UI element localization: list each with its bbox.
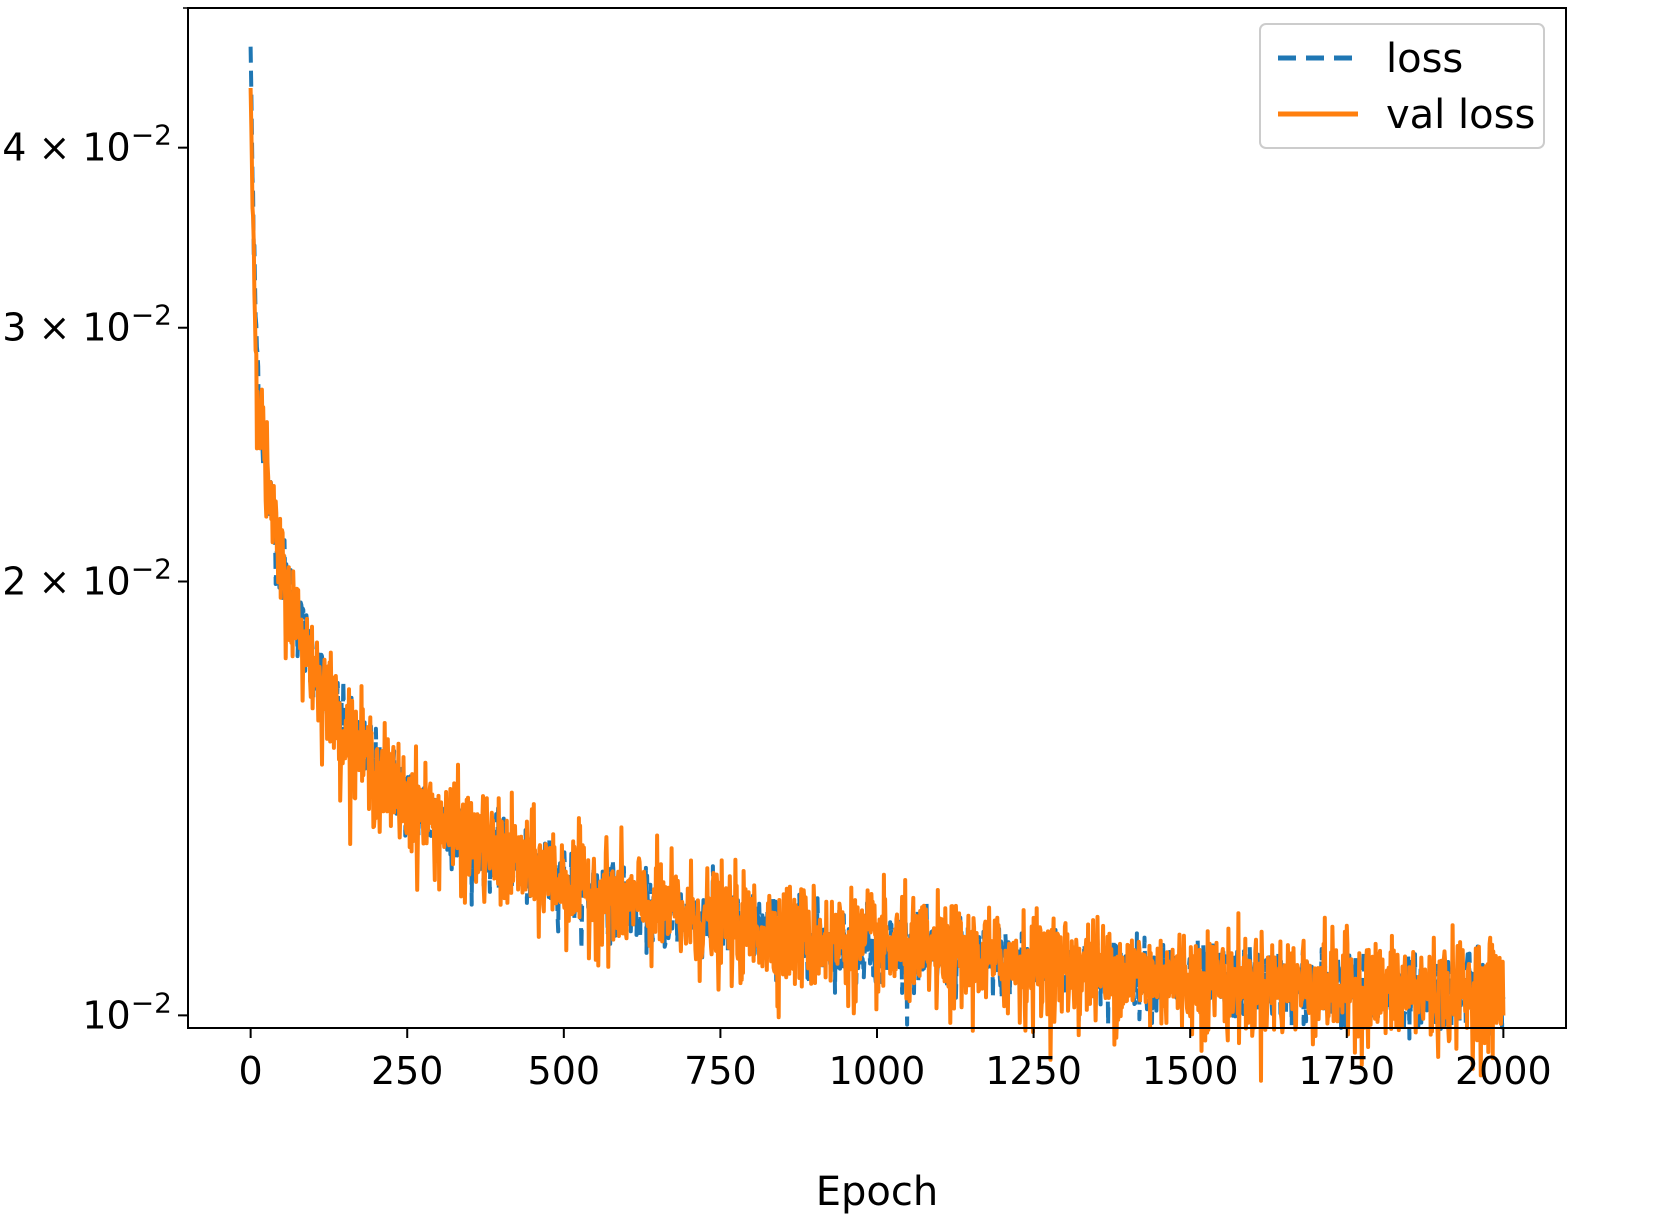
y-tick-label: 2 × 10−2 (2, 553, 172, 604)
y-axis: 10−2 2 × 10−2 3 × 10−2 4 × 10−2 (2, 7, 188, 1037)
legend-label-loss: loss (1386, 36, 1463, 82)
legend-box (1259, 23, 1545, 149)
x-axis: 0 250 500 750 1000 1250 1500 1750 2000 (239, 1028, 1552, 1093)
plot-frame (187, 7, 1567, 1029)
y-tick-label: 3 × 10−2 (2, 299, 172, 350)
y-tick-label: 4 × 10−2 (2, 119, 172, 170)
legend-label-val-loss: val loss (1386, 92, 1535, 138)
x-tick-label: 1750 (1298, 1049, 1395, 1093)
x-tick-label: 500 (528, 1049, 601, 1093)
x-tick-label: 0 (239, 1049, 263, 1093)
series-layer (248, 46, 1506, 1083)
series-line-val-loss (248, 87, 1506, 1083)
x-tick-label: 1500 (1142, 1049, 1239, 1093)
x-tick-label: 2000 (1455, 1049, 1552, 1093)
legend: loss val loss (1259, 23, 1545, 149)
series-line-loss (248, 46, 1506, 1048)
x-tick-label: 1000 (829, 1049, 926, 1093)
x-axis-label: Epoch (816, 1169, 938, 1215)
x-tick-label: 750 (684, 1049, 757, 1093)
y-tick-label: 10−2 (82, 986, 172, 1037)
x-tick-label: 1250 (985, 1049, 1082, 1093)
x-tick-label: 250 (371, 1049, 444, 1093)
